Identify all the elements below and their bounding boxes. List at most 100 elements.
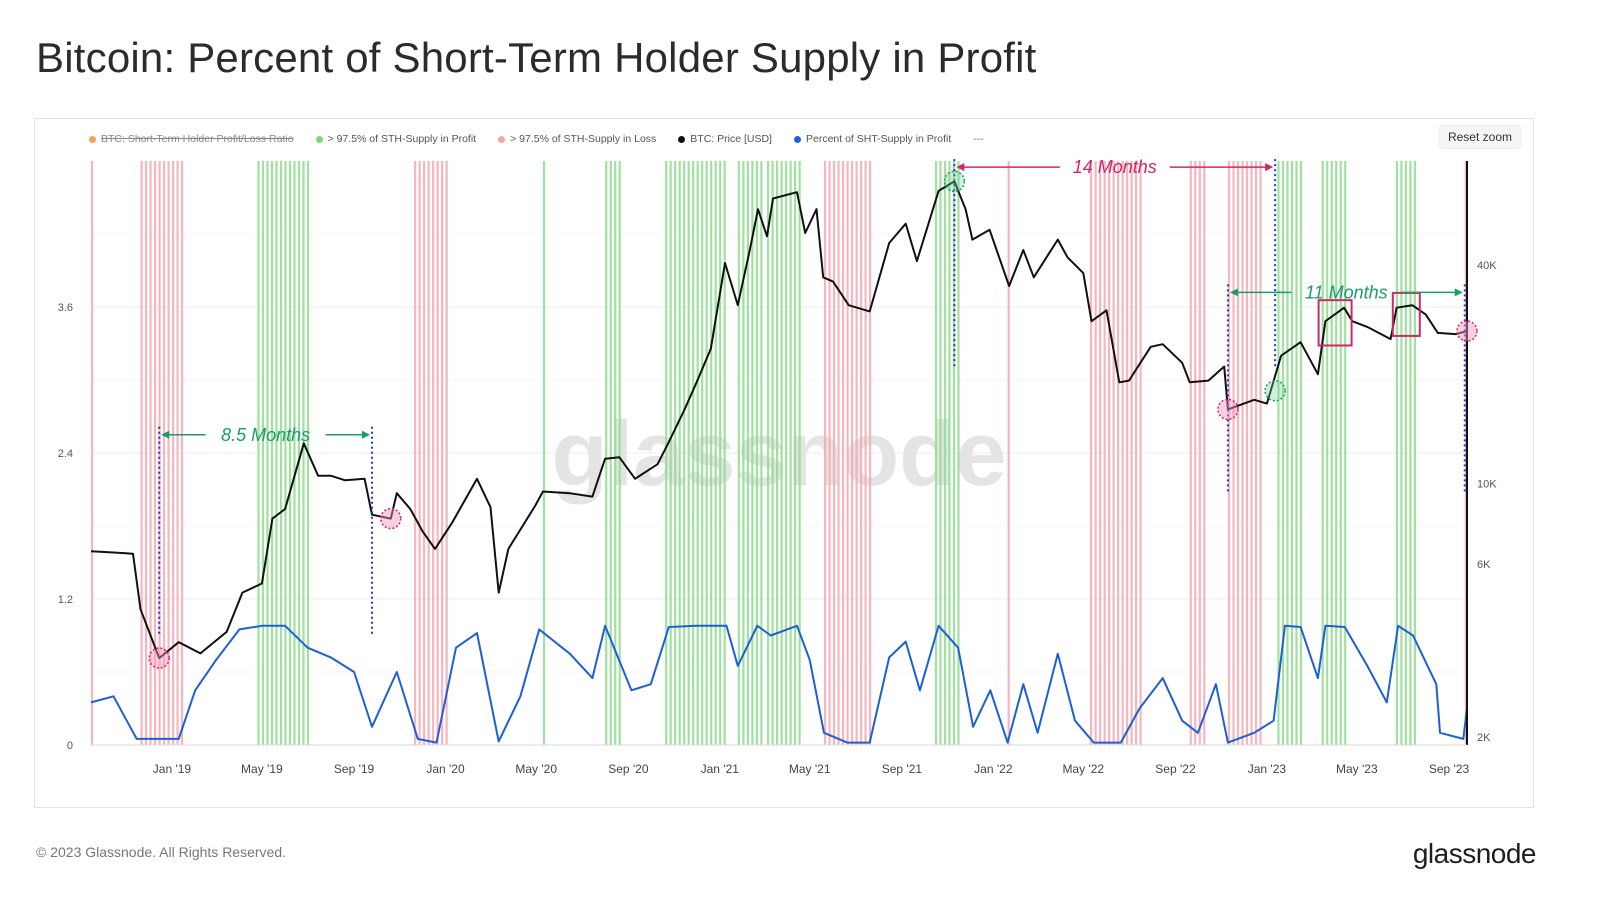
legend-dot-icon — [89, 135, 96, 143]
loss-band-stripe — [1194, 161, 1197, 745]
profit-band-stripe — [934, 161, 938, 745]
x-tick-label: Jan '22 — [974, 762, 1013, 776]
loss-band-stripe — [1094, 161, 1097, 745]
annotation-arrowhead — [161, 430, 170, 439]
loss-band-stripe — [1112, 161, 1115, 745]
y-right-tick-label: 10K — [1477, 478, 1497, 490]
profit-band-stripe — [618, 161, 621, 745]
event-marker — [148, 647, 170, 669]
event-marker — [380, 507, 402, 530]
profit-band-stripe — [1321, 161, 1324, 745]
legend-label: Percent of SHT-Supply in Profit — [805, 133, 952, 145]
profit-band-stripe — [952, 161, 956, 745]
loss-band-stripe — [1241, 161, 1244, 745]
loss-band-stripe — [1189, 161, 1192, 745]
profit-band-stripe — [789, 161, 792, 745]
profit-band-stripe — [674, 161, 677, 745]
legend-item-3[interactable]: BTC: Price [USD] — [678, 133, 772, 145]
loss-band-stripe — [1108, 161, 1111, 745]
percent-in-profit-line — [90, 624, 1468, 744]
annotation-arrowhead — [1265, 163, 1274, 172]
loss-band-stripe — [1117, 161, 1120, 745]
y-right-tick-label: 40K — [1477, 260, 1497, 272]
profit-band-stripe — [767, 161, 770, 745]
x-tick-label: Sep '19 — [334, 762, 375, 776]
loss-band — [1007, 161, 1010, 745]
profit-band-stripe — [1299, 161, 1303, 745]
x-tick-label: Jan '21 — [701, 762, 740, 776]
profit-band-stripe — [696, 161, 699, 745]
legend-item-4[interactable]: Percent of SHT-Supply in Profit — [793, 133, 952, 145]
profit-band-stripe — [746, 161, 749, 745]
annotation-0: 8.5 Months — [158, 425, 374, 635]
profit-band-stripe — [605, 161, 608, 745]
profit-band-stripe — [1326, 161, 1329, 745]
event-marker — [1264, 380, 1286, 402]
profit-band-stripe — [683, 161, 686, 745]
profit-band-stripe — [275, 161, 278, 745]
x-tick-label: May '23 — [1336, 762, 1378, 776]
loss-band-stripe — [832, 161, 836, 745]
y-left-tick-label: 2.4 — [58, 448, 73, 460]
loss-band-stripe — [144, 161, 148, 745]
profit-band-stripe — [288, 161, 292, 745]
profit-band — [1321, 161, 1347, 745]
legend-label: > 97.5% of STH-Supply in Loss — [510, 133, 657, 145]
loss-band-stripe — [846, 161, 849, 745]
profit-band-stripe — [284, 161, 287, 745]
profit-band-stripe — [701, 161, 704, 745]
profit-band-stripe — [669, 161, 672, 745]
x-tick-label: Jan '19 — [153, 762, 192, 776]
profit-band-stripe — [771, 161, 774, 745]
profit-band-stripe — [957, 161, 960, 745]
loss-band-stripe — [855, 161, 858, 745]
profit-band-stripe — [755, 161, 758, 745]
profit-band-stripe — [785, 161, 788, 745]
legend-item-2[interactable]: > 97.5% of STH-Supply in Loss — [498, 133, 656, 145]
loss-band-stripe — [1007, 161, 1010, 745]
profit-band-stripe — [1400, 161, 1403, 745]
loss-band-stripe — [171, 161, 175, 745]
loss-band-stripe — [1135, 161, 1138, 745]
loss-band-stripe — [859, 161, 863, 745]
x-tick-label: May '21 — [789, 762, 831, 776]
profit-band-stripe — [1330, 161, 1333, 745]
chart-legend: BTC: Short-Term Holder Profit/Loss Ratio… — [89, 129, 984, 149]
legend-item-0[interactable]: BTC: Short-Term Holder Profit/Loss Ratio — [89, 133, 294, 145]
loss-band-stripe — [162, 161, 166, 745]
loss-band-stripe — [1121, 161, 1124, 745]
profit-band-stripe — [270, 161, 274, 745]
legend-item-1[interactable]: > 97.5% of STH-Supply in Profit — [315, 133, 476, 145]
x-tick-label: Sep '22 — [1155, 762, 1196, 776]
loss-band-stripe — [1250, 161, 1253, 745]
annotation-label: 8.5 Months — [221, 425, 310, 445]
profit-band-stripe — [261, 161, 265, 745]
loss-band-stripe — [441, 161, 444, 745]
loss-band — [1227, 161, 1262, 745]
profit-band-stripe — [948, 161, 951, 745]
profit-band — [737, 161, 763, 745]
profit-band-stripe — [293, 161, 296, 745]
annotation-arrowhead — [1229, 288, 1238, 297]
annotation-label: 11 Months — [1305, 282, 1388, 302]
highlight-box — [1317, 299, 1353, 347]
loss-band-stripe — [91, 161, 94, 745]
reset-zoom-button[interactable]: Reset zoom — [1438, 125, 1521, 149]
loss-band-stripe — [1103, 161, 1106, 745]
legend-more-button[interactable]: --- — [973, 133, 984, 145]
btc-price-line — [90, 180, 1468, 660]
profit-band-stripe — [1413, 161, 1417, 745]
y-left-tick-label: 3.6 — [58, 302, 73, 314]
loss-band-stripe — [837, 161, 840, 745]
event-marker — [943, 170, 966, 193]
profit-band-stripe — [1344, 161, 1347, 745]
event-marker — [1217, 398, 1239, 421]
loss-band-stripe — [1464, 161, 1467, 745]
loss-band-stripe — [1090, 161, 1093, 745]
chart-plot[interactable]: glassnode 0 1.2 2.4 3.6 2K 6K 10K 40K Jan '19 May … — [35, 119, 1535, 809]
event-marker — [1456, 320, 1478, 342]
profit-band-stripe — [279, 161, 283, 745]
profit-band-stripe — [798, 161, 801, 745]
profit-band-stripe — [1286, 161, 1289, 745]
glassnode-logo[interactable]: glassnode — [1412, 838, 1537, 869]
